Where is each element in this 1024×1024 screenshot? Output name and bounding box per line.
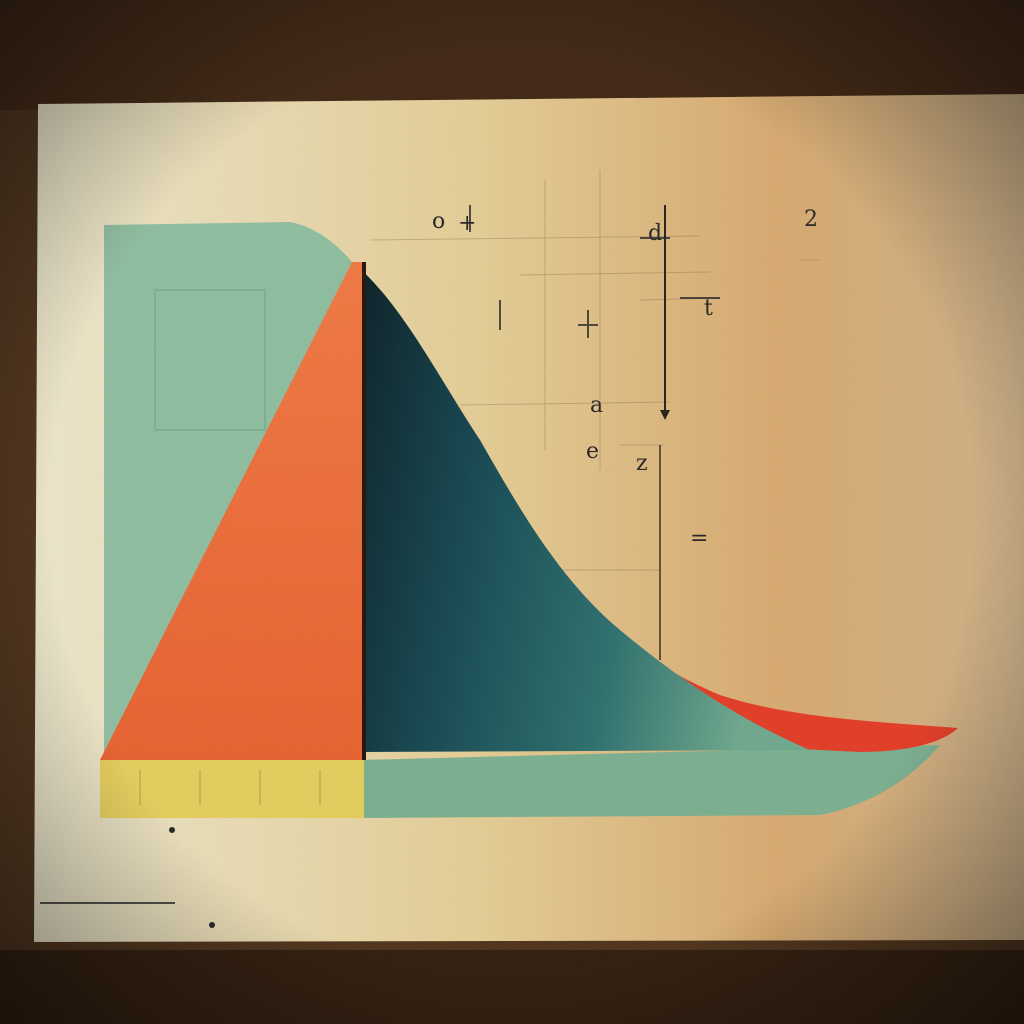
vignette	[0, 0, 1024, 1024]
collage-scene: o+daez=t2	[0, 0, 1024, 1024]
collage-canvas: o+daez=t2	[0, 0, 1024, 1024]
